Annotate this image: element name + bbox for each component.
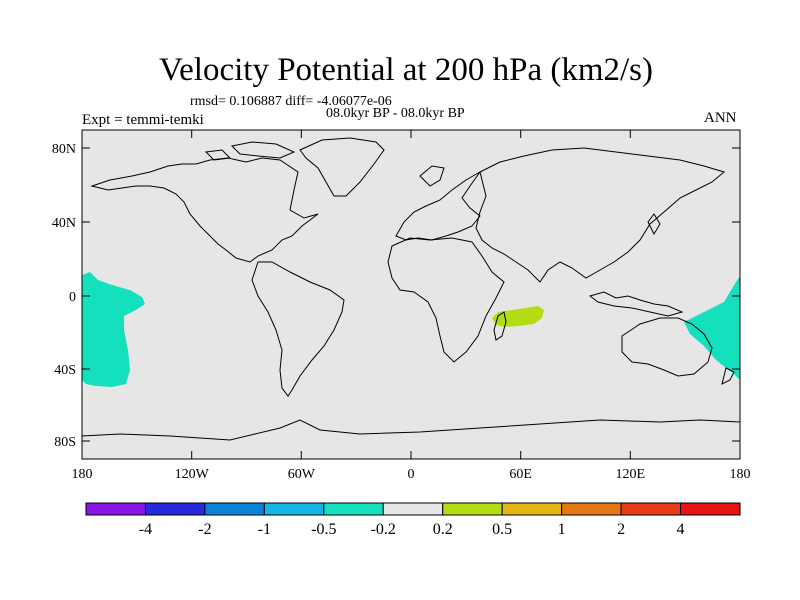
map-background <box>82 130 740 459</box>
lat-tick-label-40n: 40N <box>52 216 76 231</box>
colorbar-box-0 <box>85 502 146 516</box>
map-title: Velocity Potential at 200 hPa (km2/s) <box>158 52 654 88</box>
colorbar-box-8 <box>561 502 622 516</box>
lat-axis <box>82 147 740 442</box>
lon-tick-label-120e: 120E <box>616 467 646 482</box>
coast-africa <box>387 237 505 363</box>
stats-text: rmsd= 0.106887 diff= -4.06077e-06 <box>190 94 392 109</box>
colorbar-label-7: 1 <box>558 521 566 538</box>
lon-tick-label-120w: 120W <box>175 467 210 482</box>
colorbar-label-5: 0.2 <box>433 521 453 538</box>
colorbar-labels: -4 -2 -1 -0.5 -0.2 0.2 0.5 1 2 4 <box>139 521 685 538</box>
colorbar-label-3: -0.5 <box>311 521 336 538</box>
colorbar-box-7 <box>501 502 563 516</box>
period-text: 08.0kyr BP - 08.0kyr BP <box>326 106 465 121</box>
colorbar-label-1: -2 <box>198 521 211 538</box>
colorbar-label-0: -4 <box>139 521 152 538</box>
colorbar-label-6: 0.5 <box>492 521 512 538</box>
coast-asia <box>475 147 726 283</box>
lon-tick-label-60w: 60W <box>288 467 316 482</box>
coast-new-zealand <box>721 367 735 385</box>
lat-tick-label-80s: 80S <box>54 435 76 450</box>
coast-australia <box>621 317 713 377</box>
colorbar-box-3 <box>263 502 325 516</box>
lon-tick-label-0: 0 <box>408 467 415 482</box>
lat-tick-label-eq: 0 <box>69 290 76 305</box>
coast-madagascar <box>493 311 507 341</box>
coast-antarctica <box>81 419 741 441</box>
indian-ocean-positive-region <box>492 306 544 327</box>
colorbar-box-10 <box>680 502 741 516</box>
lon-tick-label-180w: 180 <box>72 467 93 482</box>
anomaly-regions <box>82 272 740 387</box>
lon-axis <box>81 130 741 459</box>
colorbar-label-2: -1 <box>258 521 271 538</box>
coast-north-america <box>90 157 319 263</box>
coast-indonesia <box>588 291 684 317</box>
colorbar <box>85 502 741 516</box>
colorbar-box-2 <box>204 502 265 516</box>
coast-south-america <box>251 261 345 397</box>
pacific-negative-region <box>82 272 145 387</box>
colorbar-box-9 <box>620 502 682 516</box>
coast-arctic-islands <box>204 141 296 161</box>
colorbar-label-8: 2 <box>617 521 625 538</box>
colorbar-label-4: -0.2 <box>371 521 396 538</box>
colorbar-box-6 <box>442 502 503 516</box>
coastlines <box>81 137 741 441</box>
colorbar-box-1 <box>144 502 206 516</box>
lat-tick-label-40s: 40S <box>54 363 76 378</box>
experiment-label: Expt = temmi-temki <box>82 112 204 128</box>
lon-tick-label-60e: 60E <box>509 467 532 482</box>
lat-tick-label-80n: 80N <box>52 142 76 157</box>
colorbar-box-5 <box>382 502 444 516</box>
coast-japan <box>647 213 661 236</box>
colorbar-box-4 <box>323 502 384 516</box>
season-label: ANN <box>704 110 737 126</box>
colorbar-label-9: 4 <box>677 521 685 538</box>
west-pacific-negative-region <box>684 276 740 380</box>
coast-greenland <box>299 137 385 197</box>
lon-tick-label-180e: 180 <box>730 467 751 482</box>
